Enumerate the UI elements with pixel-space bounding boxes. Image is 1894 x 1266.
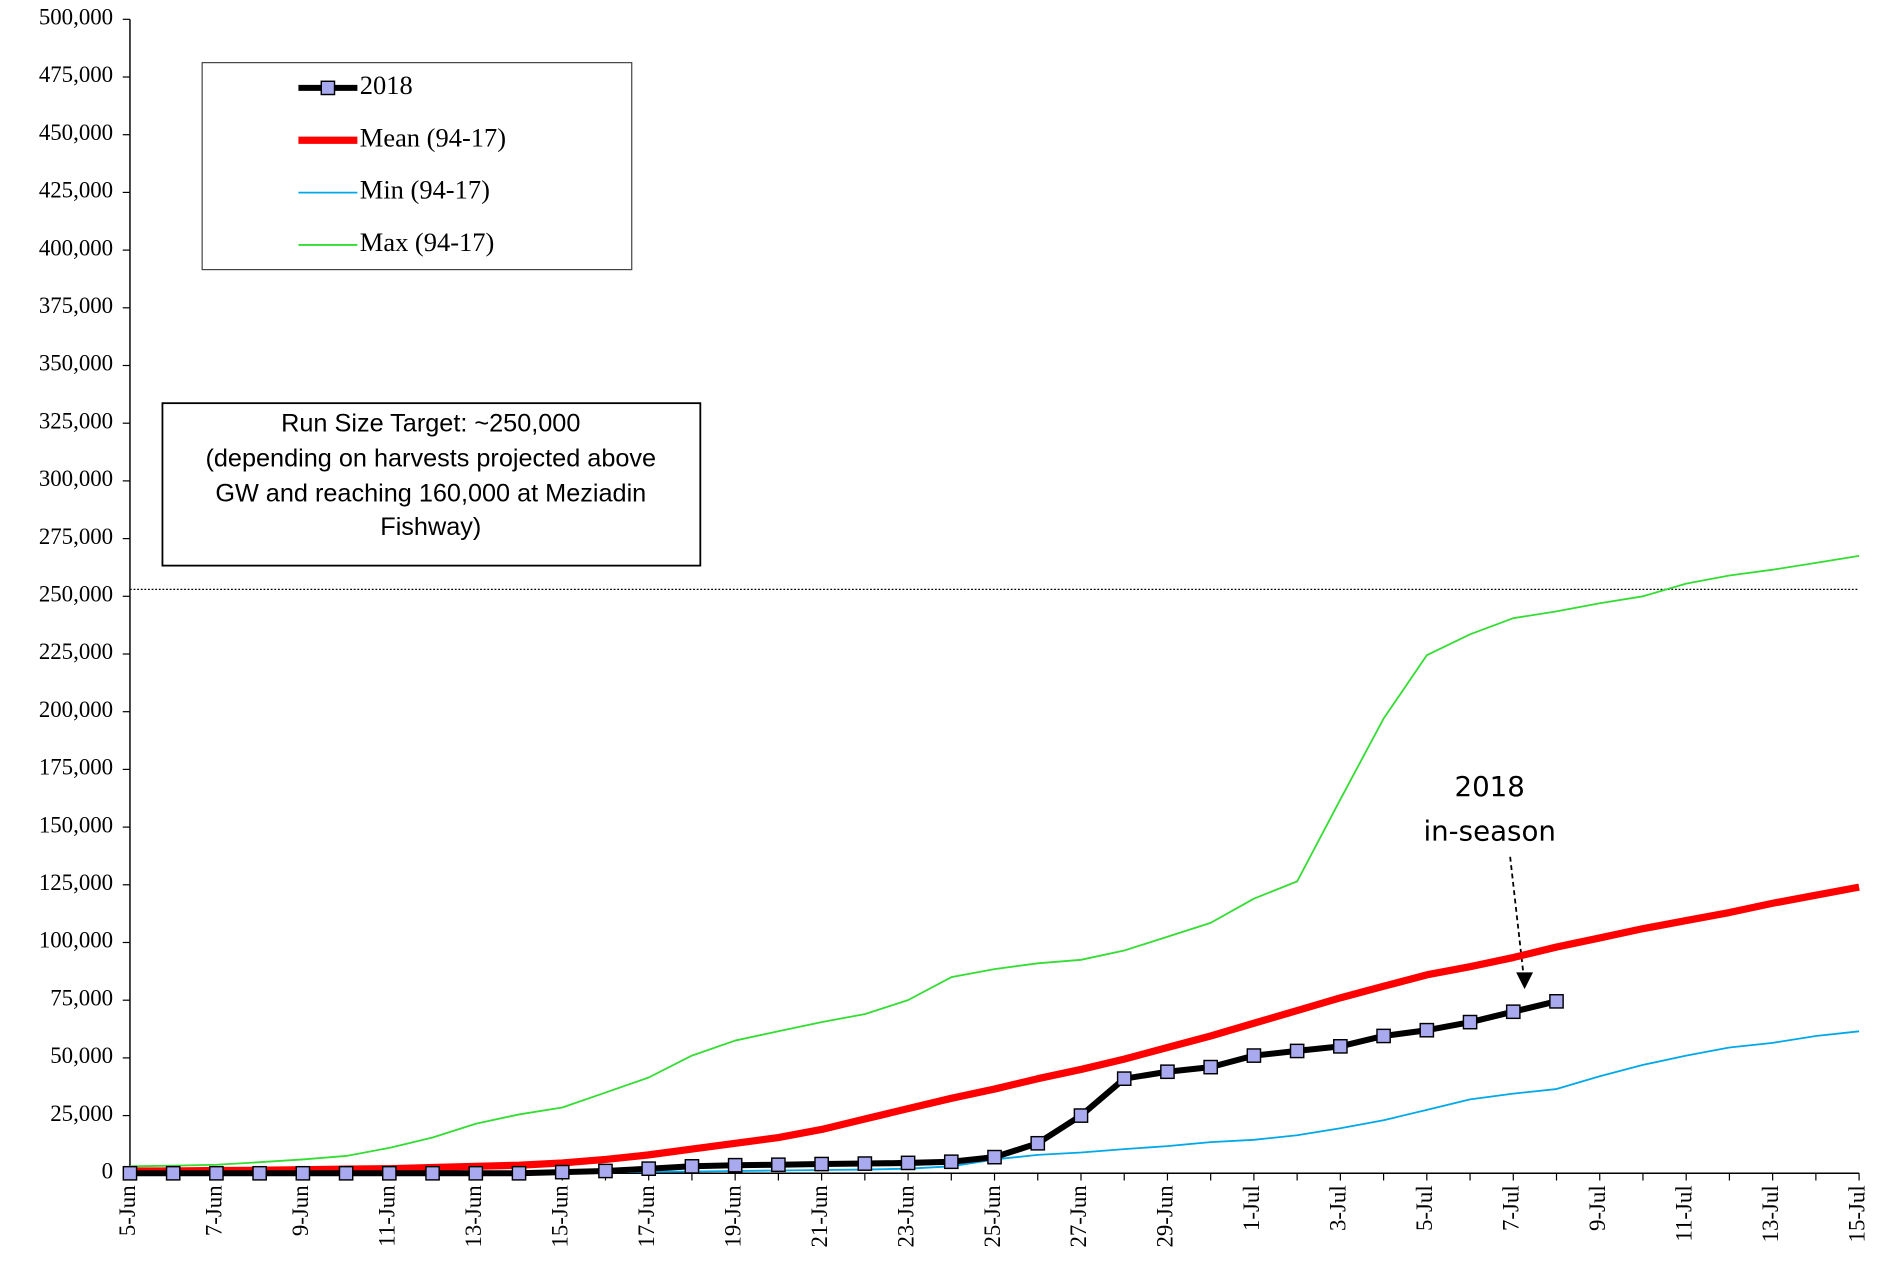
point-marker (338, 1165, 354, 1181)
x-tick-label: 15-Jun (547, 1185, 572, 1248)
target-text: Run Size Target: ~250,000 (281, 410, 580, 438)
point-marker (1160, 1064, 1175, 1080)
point-marker (209, 1165, 224, 1181)
y-tick-label: 0 (102, 1159, 113, 1184)
x-tick-label: 7-Jul (1499, 1185, 1524, 1231)
point-marker (1419, 1022, 1435, 1038)
point-marker (1116, 1071, 1132, 1086)
y-tick-label: 400,000 (39, 235, 113, 260)
point-marker (857, 1156, 873, 1171)
y-tick-label: 150,000 (39, 812, 113, 837)
x-tick-label: 11-Jun (375, 1185, 400, 1247)
target-box (161, 402, 702, 567)
x-tick-label: 29-Jun (1153, 1185, 1178, 1248)
legend-label: 2018 (360, 70, 413, 100)
annotation-arrow (1509, 856, 1526, 985)
y-tick-label: 175,000 (39, 755, 113, 780)
x-tick-label: 9-Jun (288, 1185, 313, 1236)
y-tick-label: 75,000 (50, 985, 113, 1010)
arrow-head (1516, 972, 1534, 990)
x-tick-label: 11-Jul (1671, 1185, 1696, 1241)
point-marker (598, 1163, 613, 1179)
y-tick-label: 425,000 (39, 178, 113, 203)
x-tick-label: 25-Jun (980, 1185, 1005, 1248)
legend-label: Max (94-17) (360, 227, 495, 257)
legend-label: Min (94-17) (360, 175, 490, 205)
series-line (129, 883, 1860, 1175)
x-tick-label: 19-Jun (720, 1185, 745, 1248)
x-tick-label: 15-Jul (1844, 1185, 1869, 1242)
legend-label: Mean (94-17) (360, 122, 506, 152)
annotation: 2018 (1454, 770, 1524, 803)
series-line (129, 554, 1860, 1168)
point-marker (425, 1165, 440, 1181)
x-tick-label: 21-Jun (807, 1185, 832, 1248)
x-tick-label: 17-Jun (634, 1185, 659, 1248)
point-marker (511, 1165, 527, 1181)
point-marker (122, 1165, 138, 1181)
y-tick-label: 325,000 (39, 408, 113, 433)
point-marker (554, 1164, 570, 1180)
point-marker (814, 1156, 829, 1172)
legend-box (201, 62, 633, 271)
point-marker (727, 1157, 743, 1173)
point-marker (1030, 1135, 1046, 1151)
series-line (129, 998, 1558, 1177)
x-tick-label: 13-Jun (461, 1185, 486, 1248)
x-tick-label: 5-Jul (1412, 1185, 1437, 1231)
annotation: in-season (1423, 815, 1555, 848)
y-tick-label: 250,000 (39, 582, 113, 607)
y-tick-label: 125,000 (39, 870, 113, 895)
point-marker (943, 1154, 959, 1170)
y-tick-label: 200,000 (39, 697, 113, 722)
x-tick-label: 27-Jun (1066, 1185, 1091, 1248)
y-tick-label: 275,000 (39, 524, 113, 549)
point-marker (1073, 1108, 1089, 1123)
y-tick-label: 50,000 (50, 1043, 113, 1068)
x-tick-label: 5-Jun (115, 1185, 140, 1236)
point-marker (1289, 1043, 1305, 1059)
x-tick-label: 13-Jul (1758, 1185, 1783, 1242)
y-tick-label: 25,000 (50, 1101, 113, 1126)
point-marker (641, 1161, 657, 1177)
x-tick-label: 7-Jun (202, 1185, 227, 1236)
x-tick-label: 1-Jul (1239, 1185, 1264, 1231)
point-marker (1203, 1059, 1219, 1075)
point-marker (684, 1159, 700, 1174)
point-marker (1505, 1004, 1521, 1020)
x-tick-label: 3-Jul (1326, 1185, 1351, 1231)
point-marker (1462, 1014, 1478, 1030)
x-tick-label: 9-Jul (1585, 1185, 1610, 1231)
point-marker (381, 1165, 397, 1181)
point-marker (165, 1165, 181, 1181)
y-tick-label: 500,000 (39, 5, 113, 30)
y-tick-label: 450,000 (39, 120, 113, 145)
point-marker (1246, 1048, 1262, 1063)
y-tick-label: 300,000 (39, 466, 113, 491)
point-marker (468, 1165, 484, 1181)
y-tick-label: 475,000 (39, 62, 113, 87)
point-marker (295, 1165, 311, 1181)
point-marker (1549, 994, 1564, 1009)
target-text: GW and reaching 160,000 at Meziadin (215, 479, 646, 507)
y-tick-label: 375,000 (39, 293, 113, 318)
point-marker (252, 1165, 267, 1181)
y-tick-label: 350,000 (39, 351, 113, 376)
x-tick-label: 23-Jun (893, 1185, 918, 1248)
legend-marker (320, 80, 336, 96)
point-marker (900, 1155, 916, 1171)
target-text: Fishway) (380, 513, 481, 541)
y-tick-label: 225,000 (39, 639, 113, 664)
point-marker (771, 1157, 786, 1173)
point-marker (1376, 1028, 1391, 1044)
target-text: (depending on harvests projected above (205, 444, 656, 472)
y-tick-label: 100,000 (39, 928, 113, 953)
point-marker (987, 1149, 1002, 1165)
point-marker (1333, 1039, 1348, 1054)
